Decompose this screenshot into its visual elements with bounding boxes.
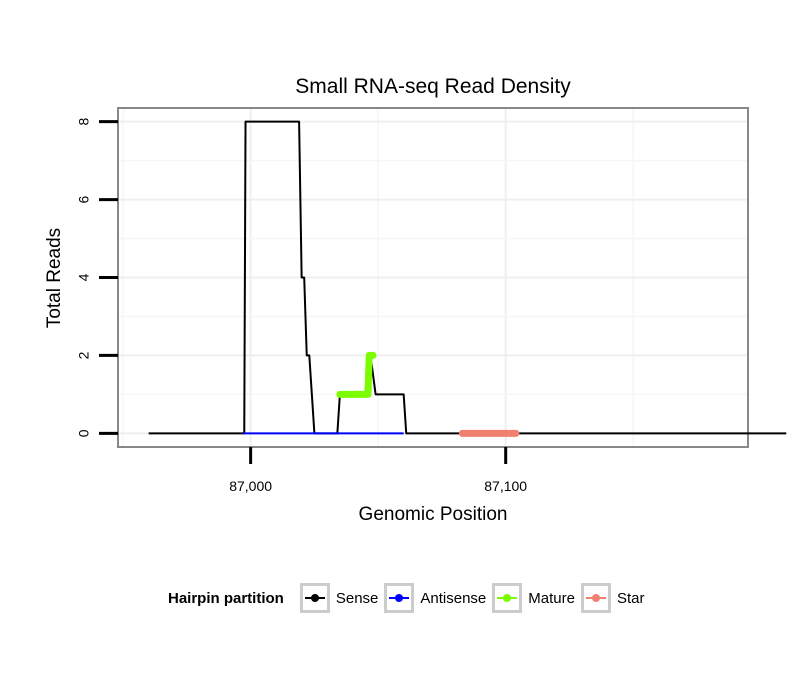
- legend-key-mature: [492, 583, 523, 613]
- axis-group: 87,000 87,100 0 2 4 6 8: [76, 118, 528, 494]
- legend-key-sense: [299, 583, 330, 613]
- x-axis-label: Genomic Position: [359, 504, 508, 525]
- legend-item-antisense: Antisense: [384, 583, 486, 613]
- y-tick-label: 6: [76, 195, 92, 203]
- legend-item-mature: Mature: [492, 583, 575, 613]
- y-tick-label: 4: [76, 273, 92, 281]
- series-line-mature: [336, 351, 377, 398]
- legend-label-antisense: Antisense: [420, 589, 487, 607]
- chart: Small RNA-seq Read Density 87,000 87,100 0…: [44, 75, 787, 525]
- y-axis-label: Total Reads: [44, 228, 65, 328]
- legend-item-sense: Sense: [299, 583, 379, 613]
- series-group: [148, 120, 787, 437]
- legend: Hairpin partition Sense Antisense Mature St…: [168, 582, 650, 614]
- legend-title: Hairpin partition: [168, 589, 284, 607]
- legend-key-star: [580, 583, 611, 613]
- y-tick-label: 0: [76, 429, 92, 437]
- legend-label-sense: Sense: [335, 589, 379, 607]
- chart-title: Small RNA-seq Read Density: [295, 75, 571, 98]
- legend-label-mature: Mature: [528, 589, 575, 607]
- legend-item-star: Star: [580, 583, 645, 613]
- x-tick-label: 87,100: [484, 478, 527, 494]
- grid-group: [118, 108, 748, 447]
- legend-key-antisense: [384, 583, 415, 613]
- x-tick-label: 87,000: [229, 478, 272, 494]
- y-tick-label: 2: [76, 351, 92, 359]
- legend-items: Sense Antisense Mature Star: [299, 583, 651, 613]
- y-tick-label: 8: [76, 118, 92, 126]
- legend-label-star: Star: [616, 589, 645, 607]
